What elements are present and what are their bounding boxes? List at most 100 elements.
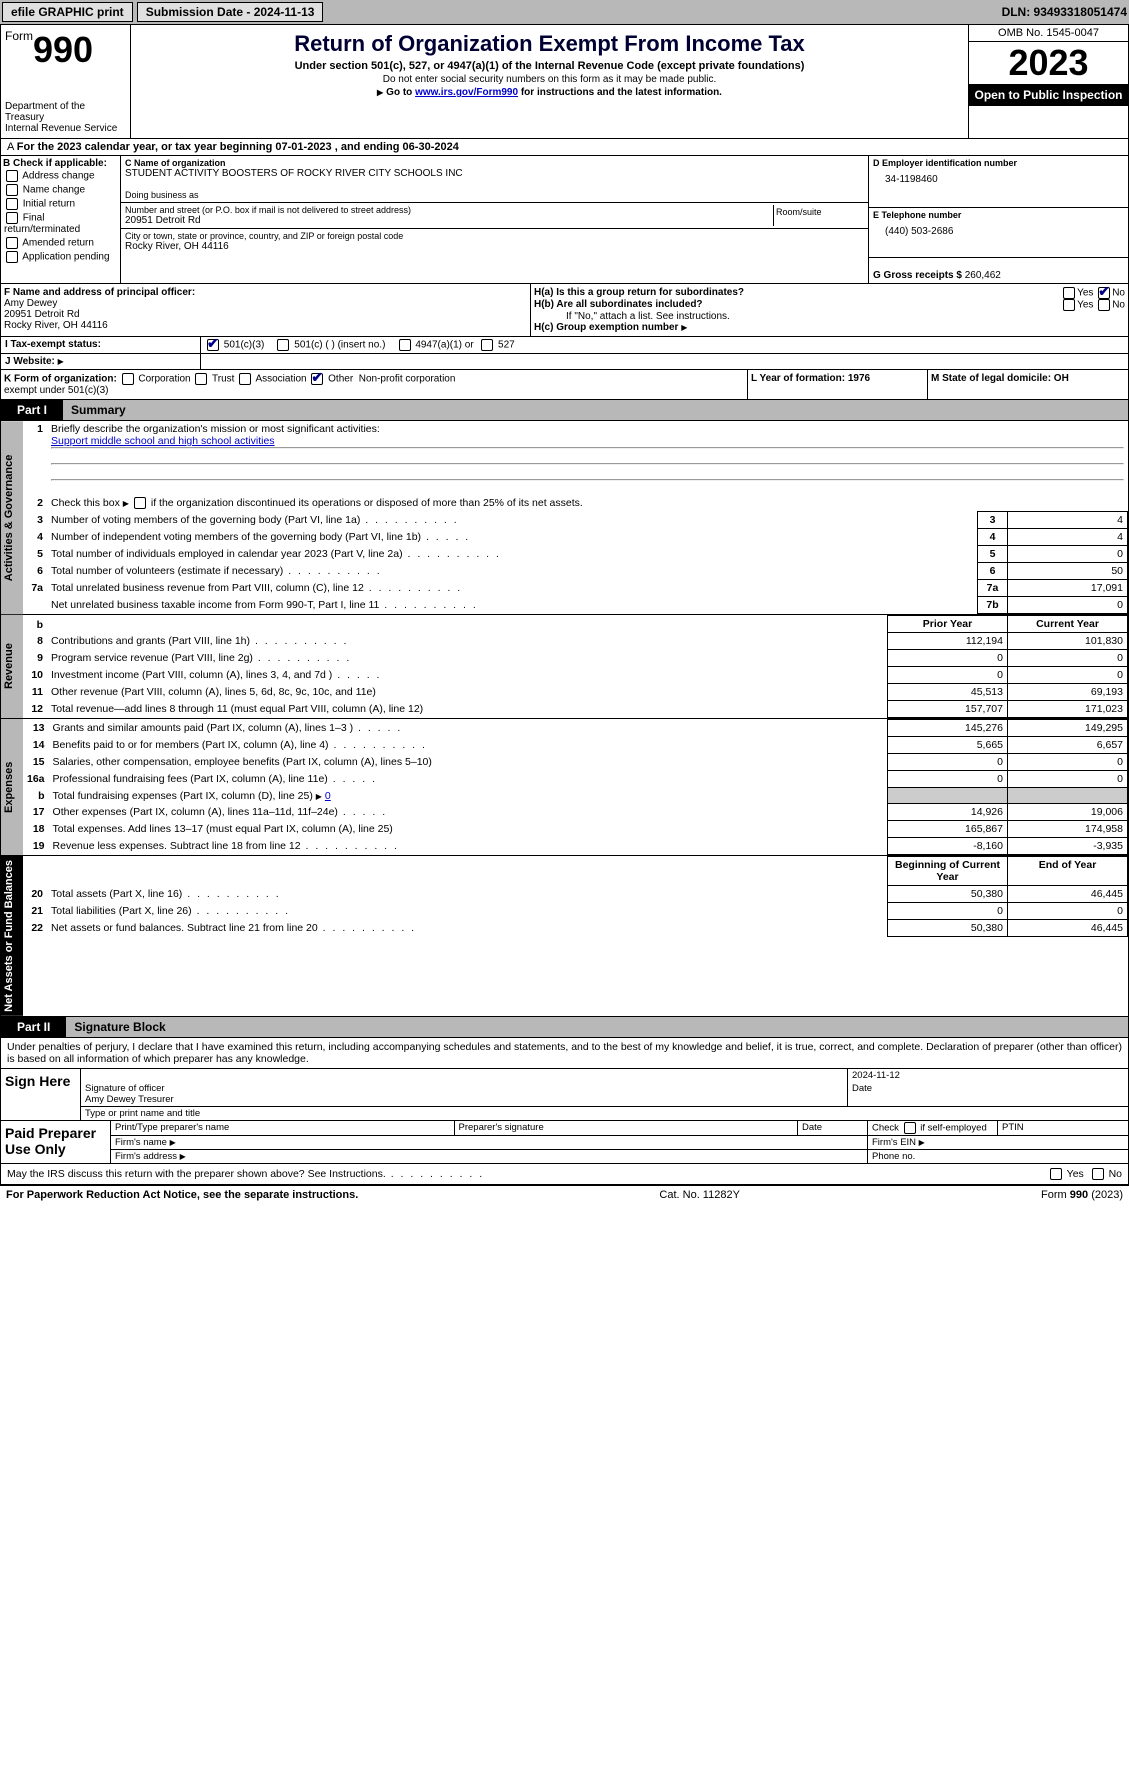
firm-phone-lbl: Phone no. [868,1150,1128,1163]
trust-check[interactable] [195,373,207,385]
city: Rocky River, OH 44116 [125,241,864,252]
arrow-icon [377,87,386,98]
type-name-lbl: Type or print name and title [81,1107,1128,1120]
cat-no: Cat. No. 11282Y [358,1189,1041,1201]
row-fh: F Name and address of principal officer:… [0,284,1129,337]
city-lbl: City or town, state or province, country… [125,231,864,241]
revenue: Revenue bPrior YearCurrent Year 8Contrib… [0,615,1129,719]
paid-preparer-lbl: Paid Preparer Use Only [1,1121,111,1163]
b-header: B Check if applicable: [3,158,107,169]
val3: 4 [1008,512,1128,529]
irs-discuss: May the IRS discuss this return with the… [7,1168,1048,1180]
signature-block: Sign Here 2024-11-12 Signature of office… [0,1069,1129,1185]
self-employed-check[interactable] [904,1122,916,1134]
501c-check[interactable] [277,339,289,351]
org-name-lbl: C Name of organization [125,158,864,168]
assoc-check[interactable] [239,373,251,385]
hb-note: If "No," attach a list. See instructions… [534,311,1125,322]
ein-lbl: D Employer identification number [873,158,1124,168]
current-year-hdr: Current Year [1008,616,1128,633]
prior-year-hdr: Prior Year [888,616,1008,633]
val4: 4 [1008,529,1128,546]
bcy-hdr: Beginning of Current Year [888,857,1008,886]
ha-yes[interactable] [1063,287,1075,299]
phone-lbl: E Telephone number [873,210,1124,220]
footer: For Paperwork Reduction Act Notice, see … [0,1185,1129,1204]
name-change-check: Name change [3,183,118,197]
expenses: Expenses 13Grants and similar amounts pa… [0,719,1129,856]
sig-date: 2024-11-12 [848,1069,1128,1082]
hb-yes[interactable] [1063,299,1075,311]
discuss-no[interactable] [1092,1168,1104,1180]
dba-lbl: Doing business as [125,190,864,200]
line4: Number of independent voting members of … [47,529,978,546]
val7a: 17,091 [1008,580,1128,597]
open-inspection: Open to Public Inspection [969,84,1128,106]
part1-header: Part I Summary [0,400,1129,421]
val7b: 0 [1008,597,1128,614]
form990-link[interactable]: www.irs.gov/Form990 [415,87,518,98]
section-c: C Name of organizationSTUDENT ACTIVITY B… [121,156,868,283]
ein: 34-1198460 [873,168,1124,191]
hc-lbl: H(c) Group exemption number [534,322,678,333]
527-check[interactable] [481,339,493,351]
org-name: STUDENT ACTIVITY BOOSTERS OF ROCKY RIVER… [125,168,864,179]
501c3-check[interactable] [207,339,219,351]
line7a: Total unrelated business revenue from Pa… [47,580,978,597]
submission-date-btn[interactable]: Submission Date - 2024-11-13 [137,2,324,22]
firm-name-lbl: Firm's name [115,1137,167,1148]
addr-change-check: Address change [3,169,118,183]
street-addr: 20951 Detroit Rd [125,215,773,226]
gross-receipts: 260,462 [965,270,1001,281]
i-lbl: I Tax-exempt status: [5,339,101,350]
line5: Total number of individuals employed in … [47,546,978,563]
hb-no[interactable] [1098,299,1110,311]
firm-addr-lbl: Firm's address [115,1151,177,1162]
net-assets: Net Assets or Fund Balances Beginning of… [0,856,1129,1017]
form-word: Form [5,29,33,43]
line3: Number of voting members of the governin… [47,512,978,529]
prep-sig-lbl: Preparer's signature [455,1121,799,1136]
val6: 50 [1008,563,1128,580]
efile-print-btn[interactable]: efile GRAPHIC print [2,2,133,22]
ssn-notice: Do not enter social security numbers on … [135,73,964,86]
addr-lbl: Number and street (or P.O. box if mail i… [125,205,773,215]
ha-lbl: H(a) Is this a group return for subordin… [534,287,744,298]
j-lbl: J Website: [5,356,55,367]
phone: (440) 503-2686 [873,220,1124,243]
date-lbl: Date [848,1082,1128,1107]
tax-year: 2023 [969,42,1128,84]
dln: DLN: 93493318051474 [1002,5,1127,19]
section-deg: D Employer identification number34-11984… [868,156,1128,283]
corp-check[interactable] [122,373,134,385]
vtab-exp: Expenses [1,719,23,855]
activities-governance: Activities & Governance 1Briefly describ… [0,421,1129,615]
discuss-yes[interactable] [1050,1168,1062,1180]
section-m: M State of legal domicile: OH [928,370,1128,399]
declaration: Under penalties of perjury, I declare th… [0,1038,1129,1069]
section-l: L Year of formation: 1976 [748,370,928,399]
discontinued-check[interactable] [134,497,146,509]
section-j: J Website: [1,354,201,369]
sign-here-lbl: Sign Here [1,1069,81,1120]
room-lbl: Room/suite [774,205,864,226]
irs: Internal Revenue Service [5,123,126,134]
officer-lbl: F Name and address of principal officer: [4,287,195,298]
initial-return-check: Initial return [3,197,118,211]
line1-lbl: Briefly describe the organization's miss… [51,423,380,435]
other-check[interactable] [311,373,323,385]
vtab-na: Net Assets or Fund Balances [1,856,23,1016]
sig-officer-lbl: Signature of officer [85,1083,165,1094]
section-i: I Tax-exempt status: [1,337,201,353]
vtab-ag: Activities & Governance [1,421,23,614]
line7b: Net unrelated business taxable income fr… [47,597,978,614]
topbar: efile GRAPHIC print Submission Date - 20… [0,0,1129,24]
4947-check[interactable] [399,339,411,351]
paperwork-notice: For Paperwork Reduction Act Notice, see … [6,1189,358,1201]
gross-lbl: G Gross receipts $ [873,270,962,281]
officer-addr2: Rocky River, OH 44116 [4,320,108,331]
ha-no[interactable] [1098,287,1110,299]
officer-sig-name: Amy Dewey Tresurer [85,1094,174,1105]
line6: Total number of volunteers (estimate if … [47,563,978,580]
form-header: Form990 Department of the Treasury Inter… [0,24,1129,139]
